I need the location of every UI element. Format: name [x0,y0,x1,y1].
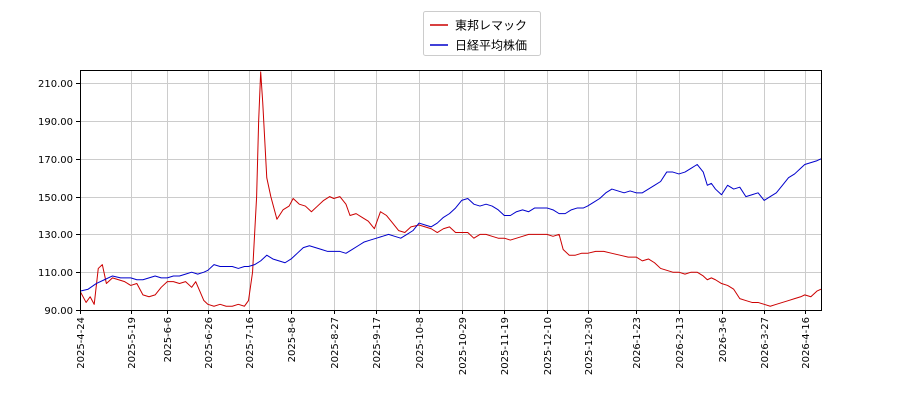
x-tick-label: 2026-1-23 [632,317,643,369]
x-tick-label: 2025-10-29 [458,317,469,375]
x-tick-label: 2026-3-27 [760,317,771,369]
x-axis: 2025-4-24 2025-5-19 2025-6-6 2025-6-26 2025-… [76,310,812,375]
x-tick-label: 2025-11-19 [500,317,511,375]
x-tick-label: 2025-5-19 [127,317,138,369]
legend-label: 日経平均株価 [455,38,527,53]
y-tick-label: 170.00 [38,155,73,166]
x-tick-label: 2025-6-26 [204,317,215,369]
x-tick-label: 2025-4-24 [76,317,87,369]
legend-box [423,11,541,56]
series-lines [80,71,821,307]
x-tick-label: 2025-8-27 [330,317,341,369]
x-tick-label: 2026-4-16 [801,317,812,369]
grid-lines [80,70,821,311]
x-tick-label: 2025-6-6 [163,317,174,362]
x-tick-label: 2025-12-30 [584,317,595,375]
y-tick-label: 210.00 [38,79,73,90]
plot-area-frame [80,70,822,311]
series-line-1 [80,71,821,307]
series-line-2 [80,158,821,292]
y-tick-label: 130.00 [38,230,73,241]
x-tick-label: 2025-12-10 [543,317,554,375]
x-tick-label: 2025-10-8 [415,317,426,369]
legend-label: 東邦レマック [455,19,527,33]
y-tick-label: 150.00 [38,193,73,204]
x-tick-label: 2025-9-17 [372,317,383,369]
y-tick-label: 90.00 [44,306,73,317]
x-tick-label: 2025-8-6 [287,317,298,362]
x-tick-label: 2025-7-16 [245,317,256,369]
y-tick-label: 190.00 [38,117,73,128]
y-tick-label: 110.00 [38,268,73,279]
x-tick-label: 2026-3-6 [718,317,729,362]
y-axis: 90.00 110.00 130.00 150.00 170.00 190.00 210.0… [38,79,80,317]
x-tick-label: 2026-2-13 [675,317,686,369]
